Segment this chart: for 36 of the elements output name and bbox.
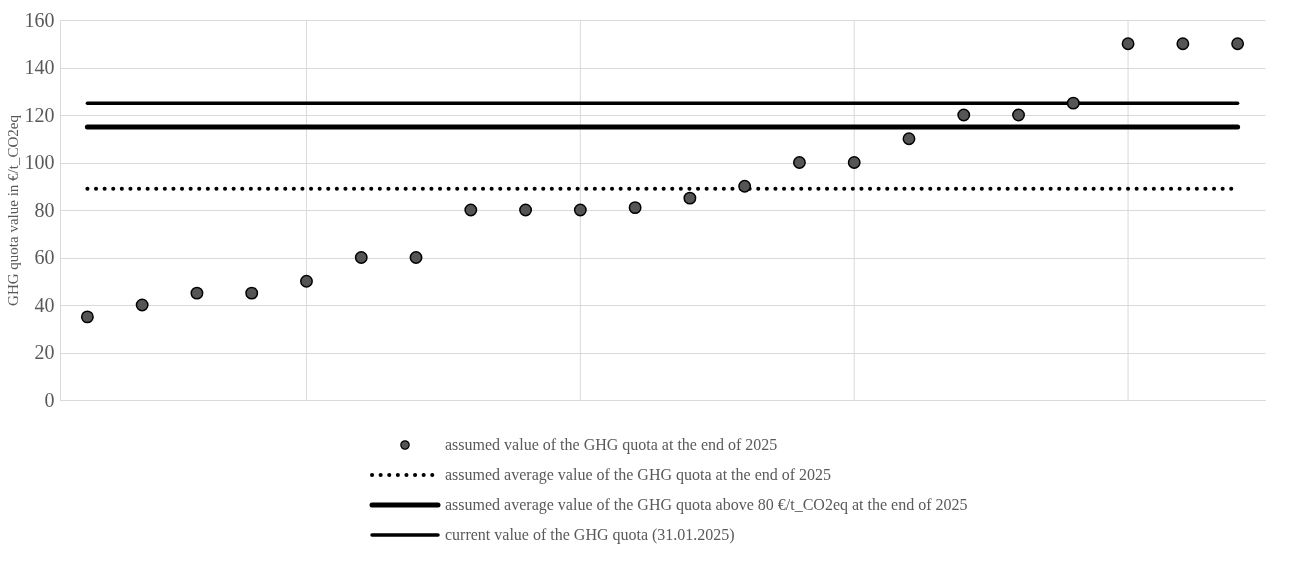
point <box>190 286 204 300</box>
point <box>1176 37 1190 51</box>
y-tick-label: 20 <box>34 341 55 363</box>
point <box>847 156 861 169</box>
point <box>738 179 752 193</box>
y-tick-label: 60 <box>34 246 55 268</box>
y-axis-title: GHG quota value in €/t_CO2eq <box>4 114 21 306</box>
point <box>1066 96 1080 110</box>
point <box>135 298 149 312</box>
point <box>464 203 478 217</box>
point <box>1231 37 1245 51</box>
y-tick-label: 160 <box>24 8 55 31</box>
point <box>245 286 259 300</box>
point <box>1012 108 1025 122</box>
point <box>628 201 642 215</box>
y-tick-label: 0 <box>44 388 55 411</box>
legend-label: assumed average value of the GHG quota above 80 €/t_CO2eq at the end of 2025 <box>445 496 968 514</box>
point <box>519 203 533 217</box>
point <box>354 251 368 264</box>
point <box>957 108 971 122</box>
point <box>1121 37 1135 51</box>
point <box>300 274 313 288</box>
point <box>573 203 587 217</box>
y-tick-label: 100 <box>24 151 55 173</box>
legend-label: assumed value of the GHG quota at the end of 2025 <box>445 436 778 454</box>
y-tick-label: 80 <box>34 198 55 221</box>
point <box>409 251 423 264</box>
point <box>80 310 94 324</box>
legend-label: current value of the GHG quota (31.01.2025) <box>445 526 735 544</box>
y-tick-label: 140 <box>24 56 55 78</box>
y-tick-label: 120 <box>24 103 55 126</box>
point <box>792 156 806 169</box>
legend-label: assumed average value of the GHG quota at the end of 2025 <box>445 466 832 484</box>
y-tick-label: 40 <box>34 293 55 316</box>
point <box>683 191 697 205</box>
point <box>902 132 916 146</box>
